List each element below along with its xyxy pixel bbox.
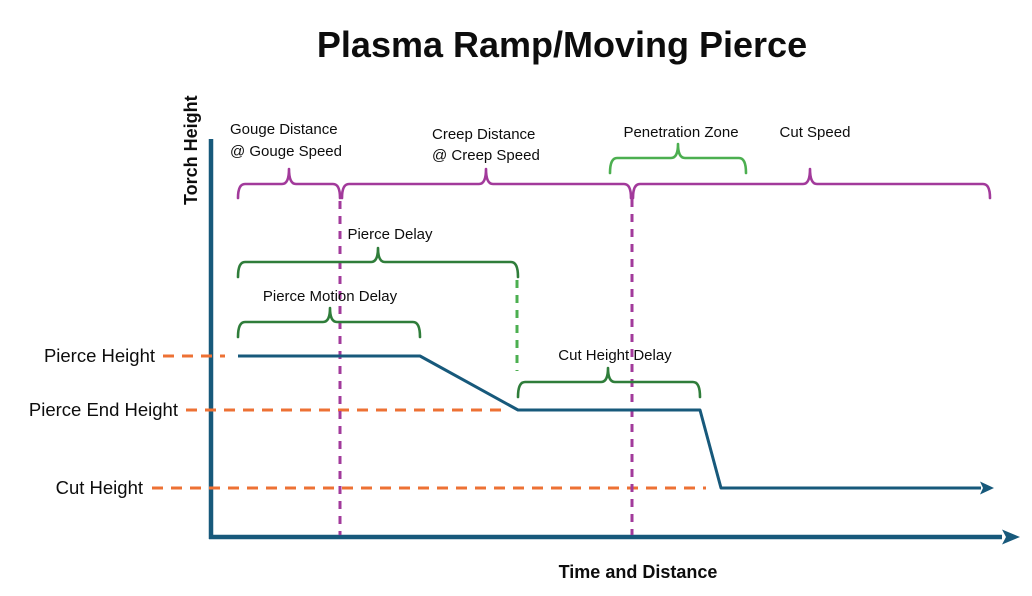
creep-distance-label-line2: @ Creep Speed bbox=[432, 147, 540, 164]
torch-line-arrowhead-icon bbox=[980, 481, 994, 495]
pierce-delay-label: Pierce Delay bbox=[347, 226, 433, 243]
cut-height-delay-label: Cut Height Delay bbox=[558, 347, 672, 364]
diagram-title: Plasma Ramp/Moving Pierce bbox=[317, 24, 807, 65]
gouge-distance-brace bbox=[236, 167, 342, 200]
y-axis-label: Torch Height bbox=[181, 95, 201, 205]
cut-speed-label: Cut Speed bbox=[780, 124, 851, 141]
pierce-delay-brace bbox=[236, 246, 520, 279]
pierce-motion-delay-brace bbox=[236, 306, 422, 339]
creep-distance-label-line1: Creep Distance bbox=[432, 126, 535, 143]
gouge-distance-label-line2: @ Gouge Speed bbox=[230, 143, 342, 160]
cut-height-delay-brace bbox=[516, 366, 702, 399]
penetration-zone-label: Penetration Zone bbox=[623, 124, 738, 141]
penetration-zone-brace bbox=[608, 142, 748, 175]
pierce-height-label: Pierce Height bbox=[44, 345, 155, 366]
pierce-end-height-label: Pierce End Height bbox=[29, 399, 178, 420]
gouge-distance-label-line1: Gouge Distance bbox=[230, 121, 338, 138]
x-axis-label: Time and Distance bbox=[559, 562, 718, 582]
x-axis-arrowhead-icon bbox=[1002, 529, 1020, 545]
pierce-motion-delay-label: Pierce Motion Delay bbox=[263, 288, 398, 305]
creep-distance-brace bbox=[340, 167, 633, 200]
torch-height-profile-line bbox=[238, 354, 981, 490]
cut-speed-brace bbox=[631, 167, 992, 200]
cut-height-label: Cut Height bbox=[56, 477, 143, 498]
